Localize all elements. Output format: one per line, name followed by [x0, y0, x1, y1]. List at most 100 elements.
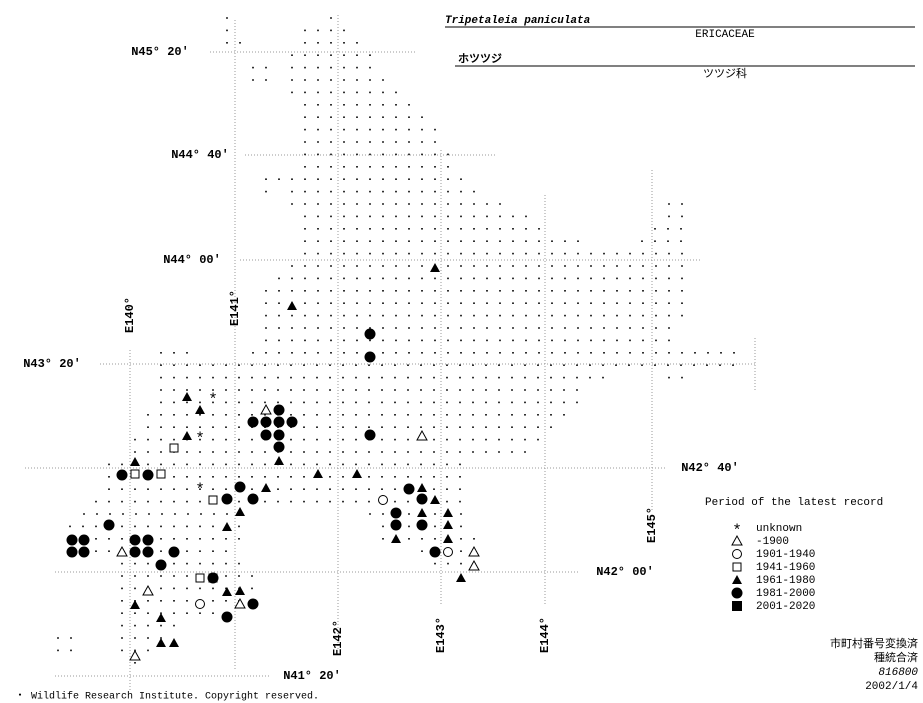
grid-dot: [538, 240, 540, 242]
record-marker: *: [208, 391, 218, 409]
grid-dot: [225, 476, 227, 478]
grid-dot: [564, 314, 566, 317]
grid-dot: [212, 426, 214, 428]
grid-dot: [498, 438, 500, 441]
grid-dot: [433, 488, 435, 490]
grid-dot: [356, 339, 358, 342]
grid-dot: [447, 339, 449, 342]
grid-dot: [395, 166, 397, 168]
grid-dot: [252, 352, 254, 354]
grid-dot: [304, 240, 306, 242]
grid-dot: [447, 290, 449, 292]
grid-dot: [356, 228, 358, 230]
grid-dot: [538, 302, 540, 304]
grid-dot: [381, 463, 383, 466]
grid-dot: [317, 104, 319, 106]
grid-dot: [590, 265, 592, 267]
grid-dot: [356, 277, 358, 280]
legend-label: 1981-2000: [756, 588, 815, 600]
grid-dot: [304, 190, 306, 193]
grid-dot: [680, 228, 682, 230]
grid-dot: [121, 575, 123, 577]
grid-dot: [186, 352, 188, 354]
grid-dot: [330, 178, 332, 180]
grid-dot: [590, 277, 592, 280]
grid-dot: [394, 500, 396, 503]
grid-dot: [304, 228, 306, 230]
grid-dot: [434, 215, 436, 218]
grid-dot: [473, 339, 475, 342]
grid-dot: [368, 414, 370, 416]
grid-dot: [434, 339, 436, 342]
record-marker: [130, 457, 140, 466]
grid-dot: [160, 352, 162, 354]
grid-dot: [368, 389, 370, 391]
grid-dot: [629, 277, 631, 280]
grid-dot: [317, 290, 319, 292]
japanese-family: ツツジ科: [703, 66, 747, 80]
grid-dot: [550, 401, 552, 404]
record-marker: [390, 519, 402, 531]
grid-dot: [616, 327, 618, 329]
grid-dot: [459, 414, 461, 416]
grid-dot: [590, 290, 592, 292]
grid-dot: [160, 376, 162, 379]
record-marker: [234, 597, 246, 609]
grid-dot: [173, 600, 175, 602]
grid-dot: [642, 265, 644, 267]
grid-dot: [551, 327, 553, 329]
grid-dot: [316, 451, 318, 453]
grid-dot: [369, 178, 371, 180]
grid-dot: [603, 265, 605, 267]
grid-dot: [304, 66, 306, 69]
grid-dot: [160, 426, 162, 428]
record-marker: [66, 546, 78, 558]
grid-dot: [225, 401, 227, 404]
grid-dot: [316, 500, 318, 503]
grid-dot: [434, 314, 436, 317]
grid-dot: [173, 476, 175, 478]
record-marker: [222, 587, 232, 596]
grid-dot: [538, 327, 540, 329]
grid-dot: [472, 414, 474, 416]
grid-dot: [641, 364, 643, 366]
record-marker: [468, 559, 480, 571]
grid-dot: [121, 538, 123, 540]
grid-dot: [446, 463, 448, 466]
grid-dot: [421, 203, 423, 205]
legend-label: unknown: [756, 523, 802, 535]
grid-dot: [95, 550, 97, 552]
grid-dot: [408, 513, 410, 515]
grid-dot: [512, 352, 514, 354]
record-marker: [142, 469, 154, 481]
grid-dot: [368, 376, 370, 379]
grid-dot: [134, 587, 136, 590]
grid-dot: [603, 252, 605, 255]
grid-dot: [407, 401, 409, 404]
grid-dot: [225, 562, 227, 565]
grid-dot: [472, 426, 474, 428]
grid-dot: [369, 91, 371, 94]
grid-dot: [524, 364, 526, 366]
grid-dot: [251, 451, 253, 453]
grid-dot: [290, 451, 292, 453]
grid-dot: [421, 327, 423, 329]
grid-dot: [408, 116, 410, 118]
grid-dot: [251, 463, 253, 466]
grid-dot: [291, 190, 293, 193]
grid-dot: [330, 314, 332, 317]
grid-dot: [407, 500, 409, 503]
latitude-label: N43° 20′: [23, 357, 81, 371]
grid-dot: [408, 290, 410, 292]
record-marker: [156, 613, 166, 622]
grid-dot: [460, 550, 462, 552]
record-marker: [429, 546, 441, 558]
grid-dot: [343, 66, 345, 69]
grid-dot: [407, 364, 409, 366]
grid-dot: [447, 314, 449, 317]
grid-dot: [408, 277, 410, 280]
grid-dot: [147, 426, 149, 428]
grid-dot: [642, 277, 644, 280]
grid-dot: [511, 364, 513, 366]
